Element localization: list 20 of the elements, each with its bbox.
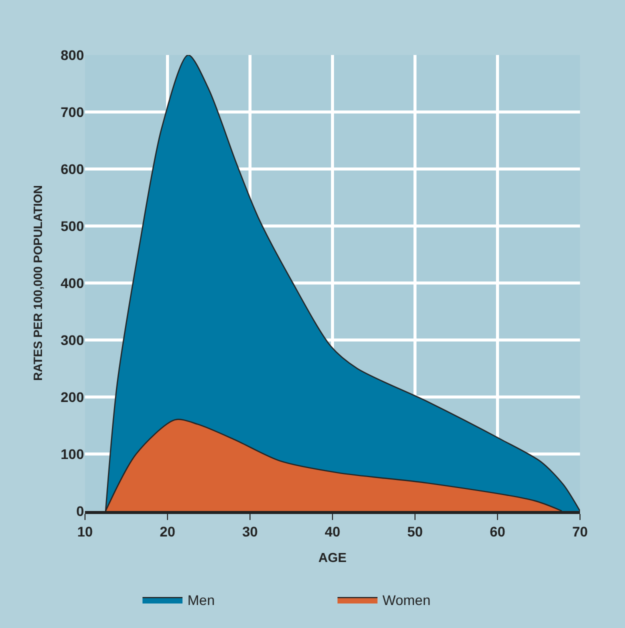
y-tick-label: 800 <box>60 46 84 63</box>
y-tick-label: 400 <box>60 274 84 291</box>
legend-label: Men <box>188 592 215 608</box>
x-tick-label: 40 <box>324 524 340 540</box>
x-tick-label: 60 <box>490 524 506 540</box>
x-tick-label: 20 <box>160 524 176 540</box>
y-tick-label: 300 <box>60 332 84 348</box>
y-tick-label: 0 <box>76 502 84 519</box>
x-axis-title: AGE <box>318 550 347 566</box>
y-tick-label: 100 <box>60 446 84 462</box>
x-tick-label: 10 <box>77 524 93 540</box>
x-tick-label: 30 <box>242 524 258 540</box>
y-tick-label: 500 <box>60 218 84 234</box>
x-tick-label: 50 <box>407 524 423 540</box>
y-axis-title: RATES PER 100,000 POPULATION <box>30 185 45 381</box>
y-tick-label: 200 <box>60 388 84 405</box>
y-tick-label: 600 <box>60 160 84 177</box>
y-tick-label: 700 <box>60 104 84 120</box>
legend-label: Women <box>382 592 430 608</box>
x-tick-label: 70 <box>572 524 588 540</box>
